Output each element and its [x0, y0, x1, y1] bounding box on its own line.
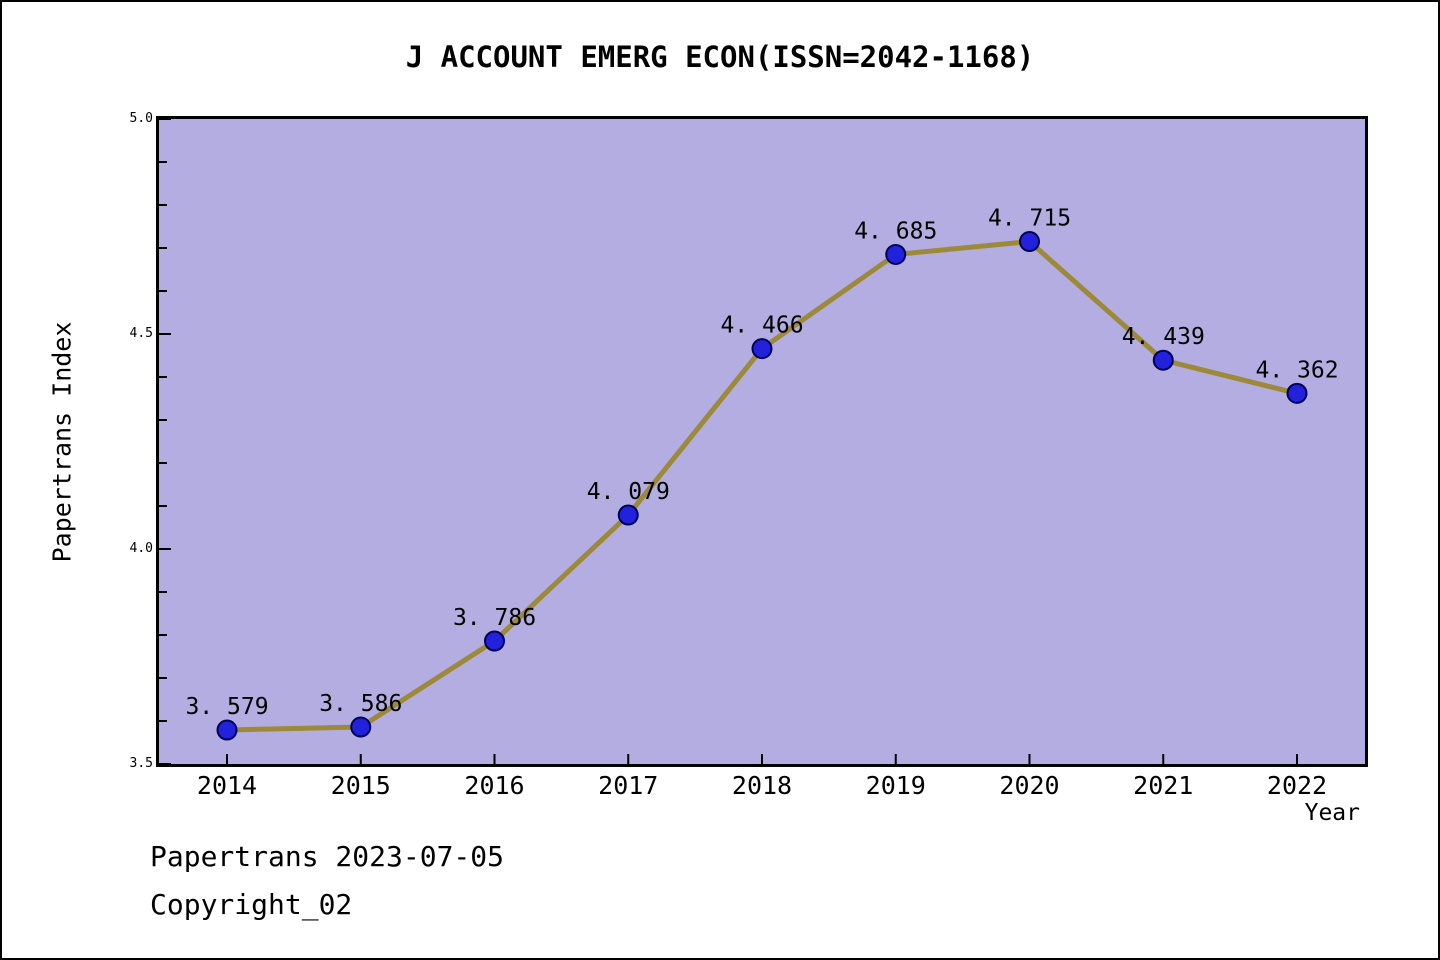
- data-point-marker: [1019, 231, 1040, 253]
- data-point-marker: [885, 243, 907, 265]
- data-point-label: 4. 466: [720, 313, 803, 339]
- x-tick-label: 2018: [731, 771, 793, 800]
- chart-title: J ACCOUNT EMERG ECON(ISSN=2042-1168): [405, 40, 1035, 74]
- y-tick-label: 3.5: [129, 756, 153, 771]
- x-tick-label: 2022: [1266, 771, 1328, 800]
- data-point-marker: [1152, 349, 1174, 371]
- x-tick-label: 2016: [464, 771, 525, 800]
- x-tick-label: 2021: [1133, 771, 1194, 800]
- data-point-label: 4. 685: [854, 218, 937, 244]
- data-point-marker: [484, 630, 505, 652]
- x-tick-label: 2015: [330, 771, 391, 800]
- data-point-label: 4. 439: [1122, 324, 1205, 350]
- footer-source-date: Papertrans 2023-07-05: [150, 840, 505, 873]
- data-point-marker: [1286, 382, 1308, 404]
- data-point-marker: [216, 719, 238, 741]
- line-chart: 3. 579 3. 586 3. 786 4. 079 4. 466 4. 685 4. 7…: [159, 119, 1339, 764]
- footer-copyright: Copyright_02: [150, 888, 353, 921]
- data-point-label: 3. 786: [453, 605, 536, 631]
- x-tick-label: 2020: [999, 771, 1060, 800]
- y-tick-label: 5.0: [129, 111, 153, 126]
- data-point-label: 4. 079: [587, 479, 670, 505]
- x-tick-label: 2019: [865, 771, 926, 800]
- x-tick-label: 2014: [196, 771, 258, 800]
- data-point-label: 3. 586: [319, 691, 402, 717]
- plot-area: 3. 579 3. 586 3. 786 4. 079 4. 466 4. 685 4. 7…: [156, 116, 1368, 767]
- data-point-marker: [617, 504, 639, 526]
- data-point-marker: [751, 338, 773, 360]
- x-axis-label: Year: [1304, 800, 1360, 826]
- x-tick-label: 2017: [598, 771, 659, 800]
- y-tick-label: 4.5: [129, 326, 153, 341]
- data-point-label: 3. 579: [185, 694, 268, 720]
- data-point-label: 4. 362: [1255, 357, 1338, 383]
- data-point-label: 4. 715: [988, 206, 1071, 232]
- y-axis-label: Papertrans Index: [47, 321, 77, 563]
- y-tick-label: 4.0: [129, 541, 153, 556]
- data-point-marker: [350, 716, 372, 738]
